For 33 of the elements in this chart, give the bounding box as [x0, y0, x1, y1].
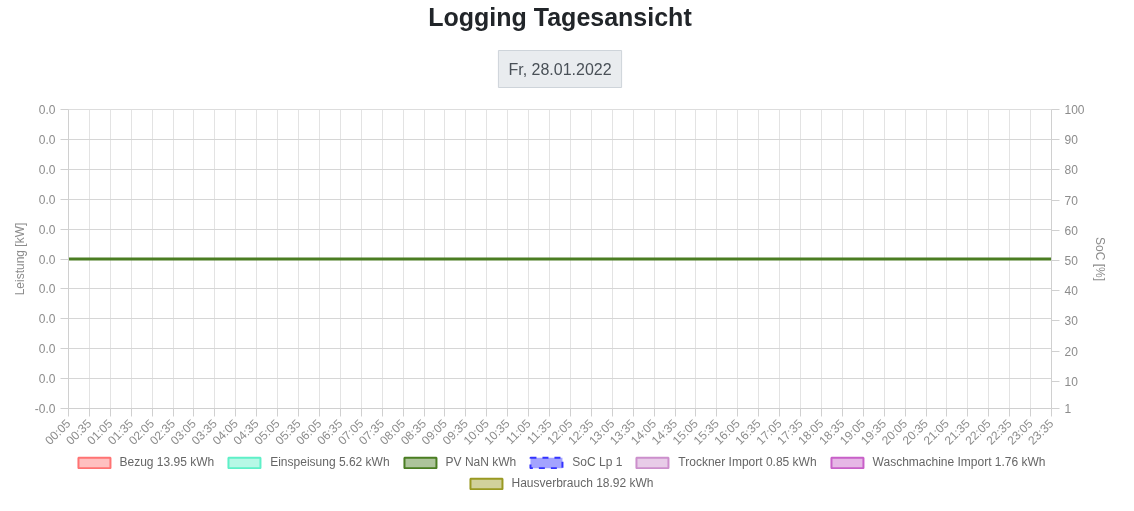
y2-axis-title: SoC [%]	[1092, 236, 1107, 282]
y2-tick-label: 60	[1064, 223, 1079, 238]
y2-tick-label: 90	[1064, 133, 1079, 148]
y2-tick-label: 20	[1064, 344, 1079, 359]
y-tick-label: -0.0	[34, 402, 56, 416]
y-tick-label: 0.0	[38, 103, 56, 117]
chart-subtitle: Fr, 28.01.2022	[508, 60, 612, 78]
legend-label: Trockner Import 0.85 kWh	[678, 455, 817, 469]
y-tick-label: 0.0	[38, 222, 56, 237]
y2-tick-label: 10	[1064, 374, 1079, 389]
legend-label: PV NaN kWh	[445, 455, 517, 469]
y2-tick-label: 1	[1064, 402, 1072, 416]
y-axis-title: Leistung [kW]	[12, 222, 27, 296]
y-tick-label: 0.0	[38, 282, 56, 297]
legend-label: Waschmachine Import 1.76 kWh	[872, 455, 1046, 469]
y2-tick-label: 80	[1064, 163, 1079, 178]
y-tick-label: 0.0	[38, 192, 56, 207]
y2-tick-label: 100	[1064, 103, 1085, 117]
y-tick-label: 0.0	[38, 312, 56, 327]
y2-tick-label: 30	[1064, 314, 1079, 329]
legend-label: SoC Lp 1	[572, 455, 623, 469]
y2-tick-label: 50	[1064, 254, 1079, 269]
y2-tick-label: 40	[1064, 284, 1079, 299]
legend-label: Einspeisung 5.62 kWh	[270, 455, 390, 469]
y-tick-label: 0.0	[38, 372, 56, 387]
y-tick-label: 0.0	[38, 342, 56, 357]
y-tick-label: 0.0	[38, 162, 56, 177]
legend-label: Bezug 13.95 kWh	[119, 455, 215, 469]
chart-title: Logging Tagesansicht	[428, 2, 693, 31]
y-tick-label: 0.0	[38, 252, 56, 267]
y-tick-label: 0.0	[38, 132, 56, 147]
y2-tick-label: 70	[1064, 193, 1079, 208]
legend-label: Hausverbrauch 18.92 kWh	[511, 476, 654, 490]
